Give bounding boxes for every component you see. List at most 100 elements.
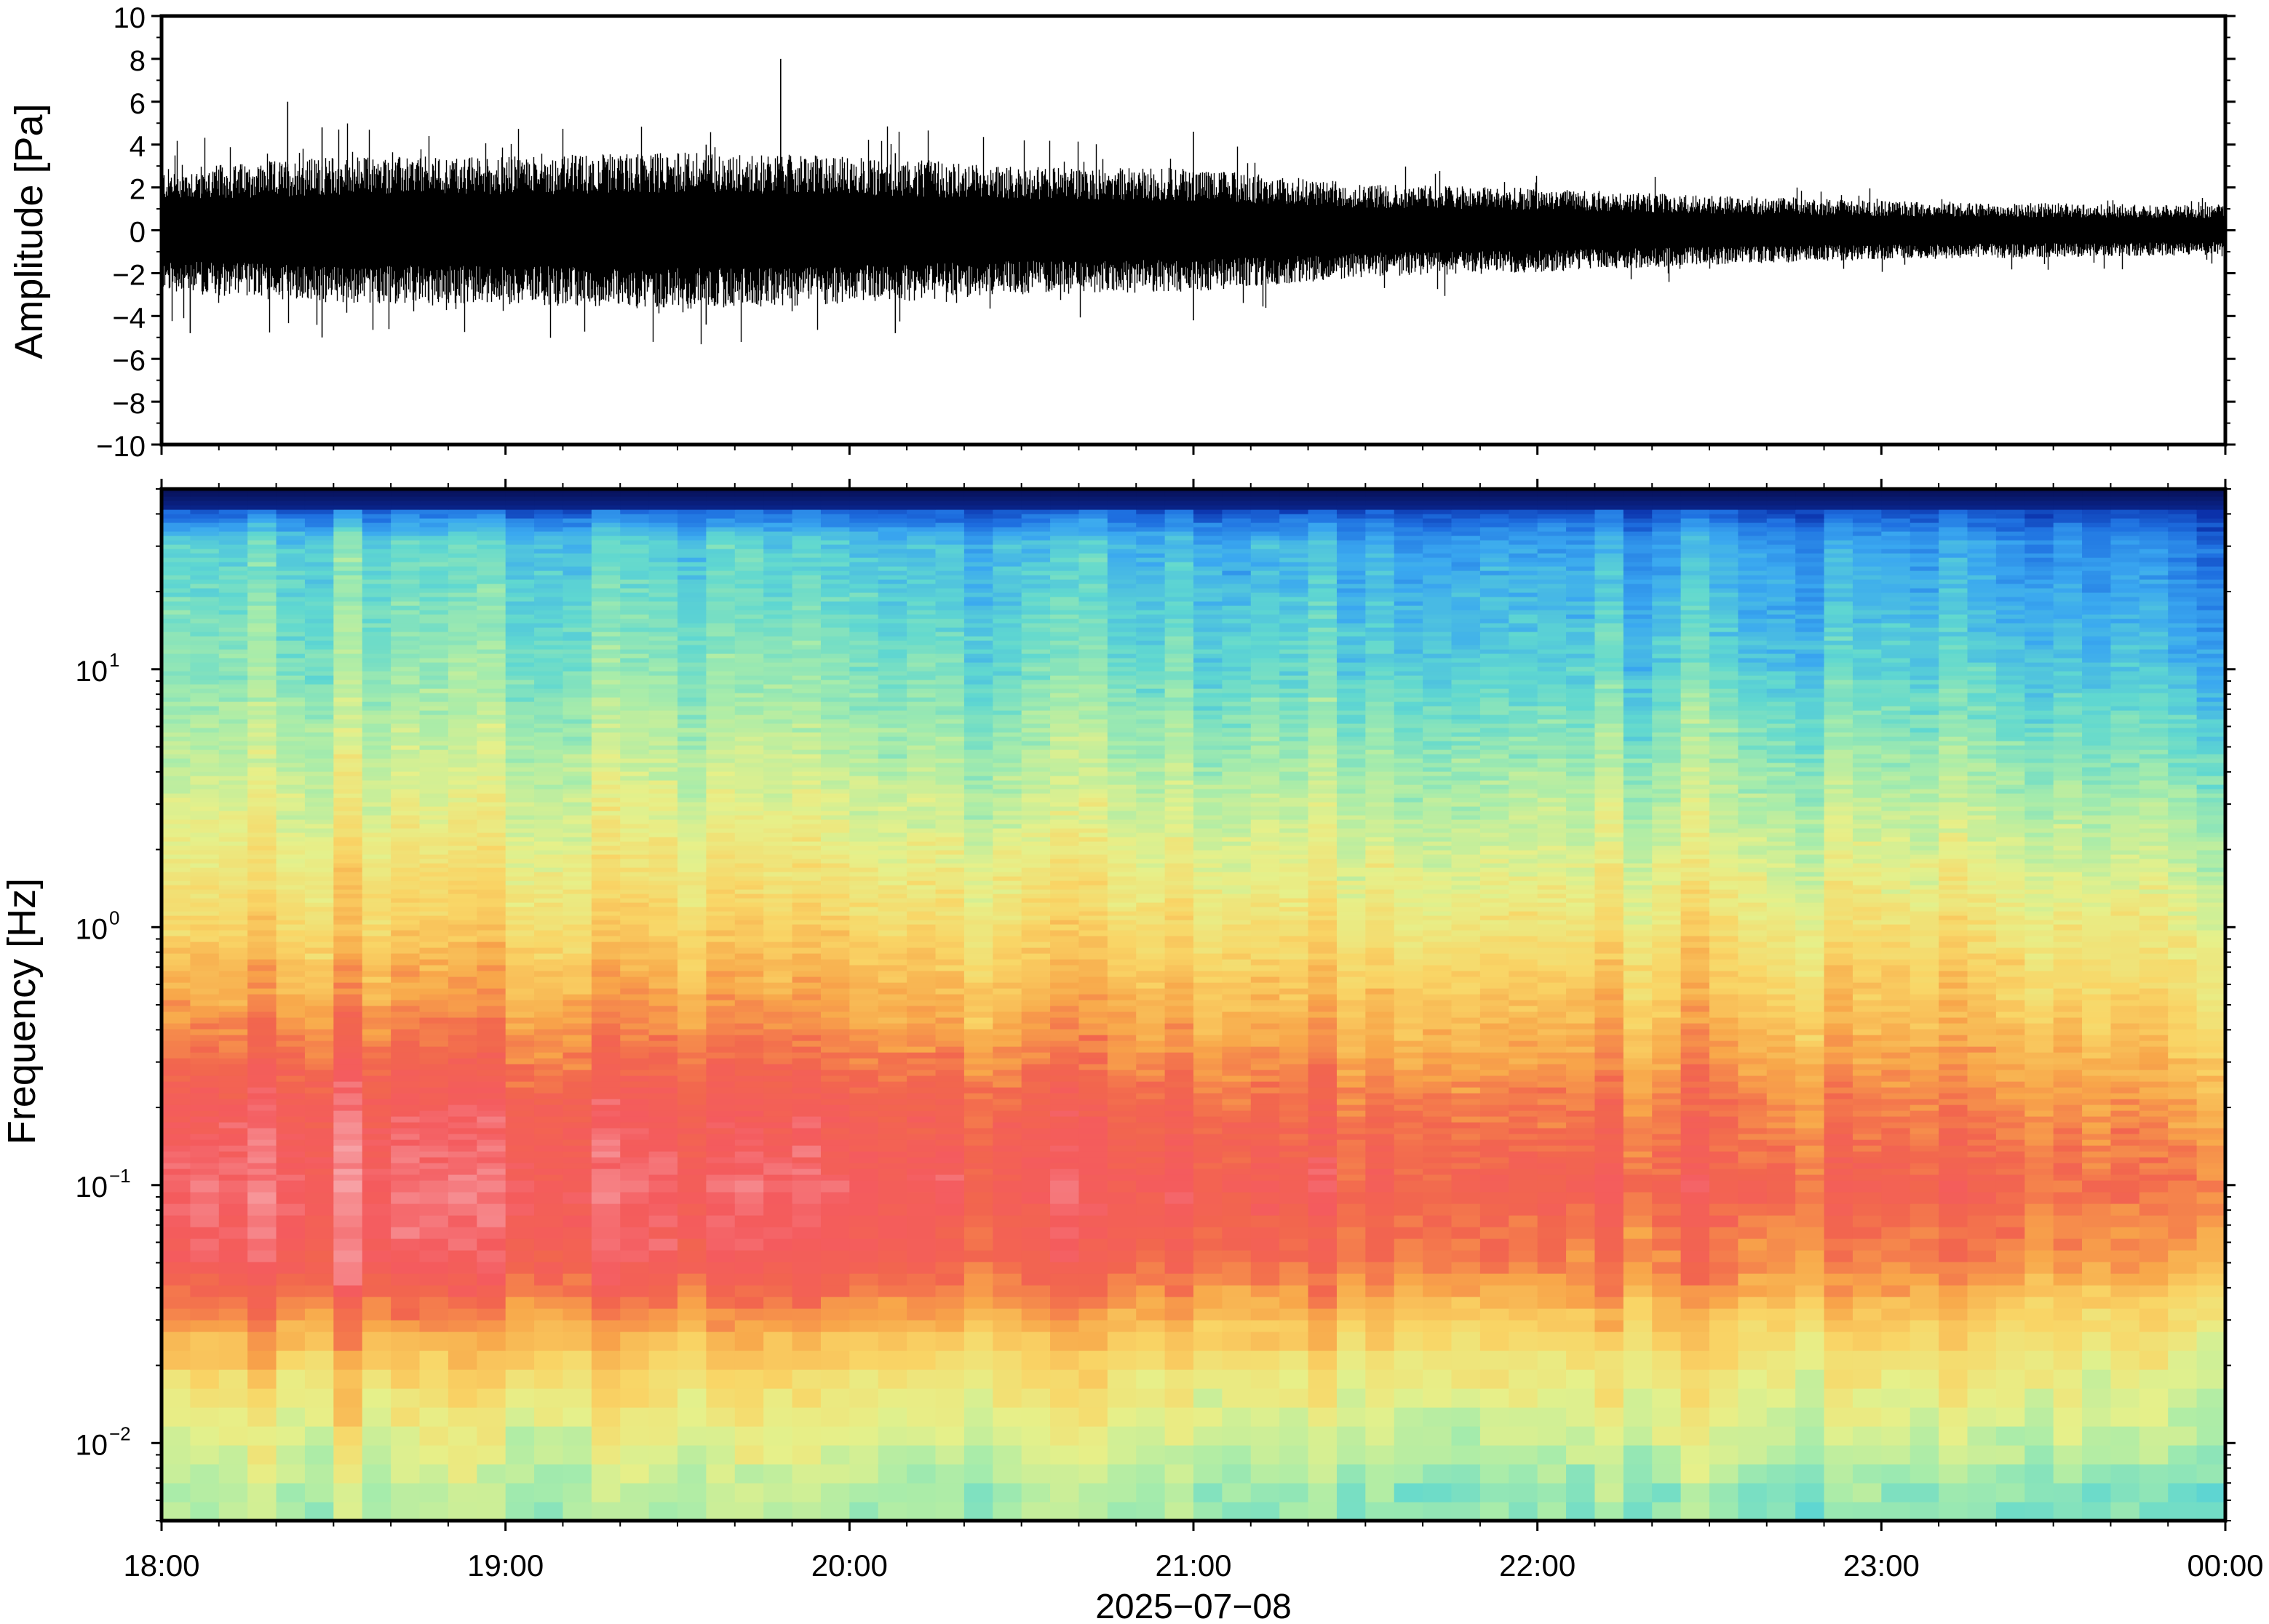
spectrogram-cell <box>1594 1023 1624 1030</box>
spectrogram-cell <box>2168 1250 2198 1262</box>
spectrogram-cell <box>1222 1238 1252 1251</box>
spectrogram-cell <box>1336 953 1366 960</box>
spectrogram-cell <box>763 1029 793 1035</box>
spectrogram-cell <box>1594 1174 1624 1181</box>
spectrogram-cell <box>1509 1075 1538 1082</box>
spectrogram-cell <box>591 994 621 1000</box>
spectrogram-cell <box>935 942 965 948</box>
spectrogram-cell <box>820 1035 850 1041</box>
spectrogram-cell <box>706 1192 736 1204</box>
spectrogram-cell <box>1709 953 1738 960</box>
spectrogram-cell <box>963 1110 993 1117</box>
spectrogram-cell <box>1336 1093 1366 1099</box>
spectrogram-cell <box>1279 1238 1309 1251</box>
spectrogram-cell <box>792 971 822 977</box>
spectrogram-cell <box>2053 965 2083 971</box>
spectrogram-cell <box>1594 1110 1624 1117</box>
spectrogram-cell <box>2053 1151 2083 1158</box>
spectrogram-cell <box>820 965 850 971</box>
spectrogram-cell <box>1078 1000 1108 1006</box>
spectrogram-cell <box>1509 976 1538 983</box>
spectrogram-cell <box>1795 1238 1825 1251</box>
spectrogram-cell <box>1479 1308 1509 1321</box>
spectrogram-cell <box>907 1099 937 1105</box>
spectrogram-cell <box>1451 1464 1481 1484</box>
spectrogram-cell <box>448 1163 477 1169</box>
spectrogram-cell <box>1566 1064 1596 1070</box>
spectrogram-cell <box>1423 1104 1453 1111</box>
spectrogram-cell <box>820 976 850 983</box>
spectrogram-cell <box>849 1203 879 1216</box>
spectrogram-cell <box>1594 1169 1624 1175</box>
spectrogram-cell <box>935 1163 965 1169</box>
spectrogram-cell <box>448 1297 477 1309</box>
spectrogram-cell <box>1250 1093 1280 1099</box>
spectrogram-cell <box>304 1169 334 1175</box>
spectrogram-cell <box>1509 1174 1538 1181</box>
spectrogram-cell <box>993 1087 1022 1094</box>
spectrogram-cell <box>907 1023 937 1030</box>
spectrogram-cell <box>1250 1011 1280 1018</box>
spectrogram-cell <box>362 1464 392 1484</box>
spectrogram-cell <box>1021 965 1051 971</box>
spectrogram-cell <box>276 942 306 948</box>
spectrogram-cell <box>2082 1250 2112 1262</box>
spectrogram-cell <box>1709 1273 1738 1286</box>
spectrogram-cell <box>849 1099 879 1105</box>
spectrogram-cell <box>1738 936 1768 942</box>
spectrogram-cell <box>878 942 907 948</box>
spectrogram-cell <box>218 920 248 925</box>
spectrogram-cell <box>1451 1029 1481 1035</box>
spectrogram-cell <box>2196 1151 2226 1158</box>
spectrogram-cell <box>448 1180 477 1193</box>
spectrogram-cell <box>1365 1081 1395 1088</box>
spectrogram-cell <box>878 1203 907 1216</box>
spectrogram-cell <box>190 1163 220 1169</box>
spectrogram-cell <box>2110 947 2140 954</box>
spectrogram-cell <box>878 1087 907 1094</box>
spectrogram-cell <box>1479 953 1509 960</box>
spectrogram-cell <box>648 1023 678 1030</box>
spectrogram-cell <box>1336 1297 1366 1309</box>
spectrogram-cell <box>820 994 850 1000</box>
spectrogram-cell <box>2196 1052 2226 1059</box>
spectrogram-cell <box>878 1483 907 1502</box>
spectrogram-cell <box>2139 959 2169 966</box>
spectrogram-cell <box>1738 988 1768 995</box>
spectrogram-cell <box>1824 1093 1853 1099</box>
spectrogram-cell <box>1537 959 1567 966</box>
spectrogram-cell <box>1881 971 1911 977</box>
spectrogram-cell <box>820 1087 850 1094</box>
spectrogram-cell <box>1852 1350 1882 1370</box>
spectrogram-cell <box>2110 1075 2140 1082</box>
spectrogram-cell <box>2082 1011 2112 1018</box>
spectrogram-cell <box>304 1070 334 1076</box>
spectrogram-cell <box>1107 1250 1137 1262</box>
spectrogram-cell <box>620 1023 650 1030</box>
spectrogram-cell <box>820 930 850 936</box>
spectrogram-cell <box>648 1407 678 1427</box>
spectrogram-cell <box>677 976 707 983</box>
spectrogram-cell <box>2139 942 2169 948</box>
spectrogram-cell <box>963 930 993 936</box>
spectrogram-cell <box>820 1369 850 1389</box>
spectrogram-cell <box>792 1407 822 1427</box>
spectrogram-cell <box>162 953 191 960</box>
spectrogram-cell <box>333 1388 363 1408</box>
spectrogram-cell <box>1566 1070 1596 1076</box>
spectrogram-cell <box>849 1017 879 1024</box>
spectrogram-cell <box>820 1046 850 1053</box>
spectrogram-cell <box>1852 942 1882 948</box>
spectrogram-cell <box>247 920 277 925</box>
spectrogram-cell <box>477 1215 506 1227</box>
spectrogram-cell <box>1394 1157 1423 1163</box>
spectrogram-cell <box>1910 1273 1939 1286</box>
spectrogram-cell <box>162 1350 191 1370</box>
spectrogram-cell <box>162 1151 191 1158</box>
spectrogram-cell <box>1509 953 1538 960</box>
spectrogram-cell <box>1336 1011 1366 1018</box>
spectrogram-cell <box>935 947 965 954</box>
spectrogram-cell <box>218 1035 248 1041</box>
spectrogram-cell <box>2024 1320 2054 1332</box>
spectrogram-cell <box>333 1320 363 1332</box>
